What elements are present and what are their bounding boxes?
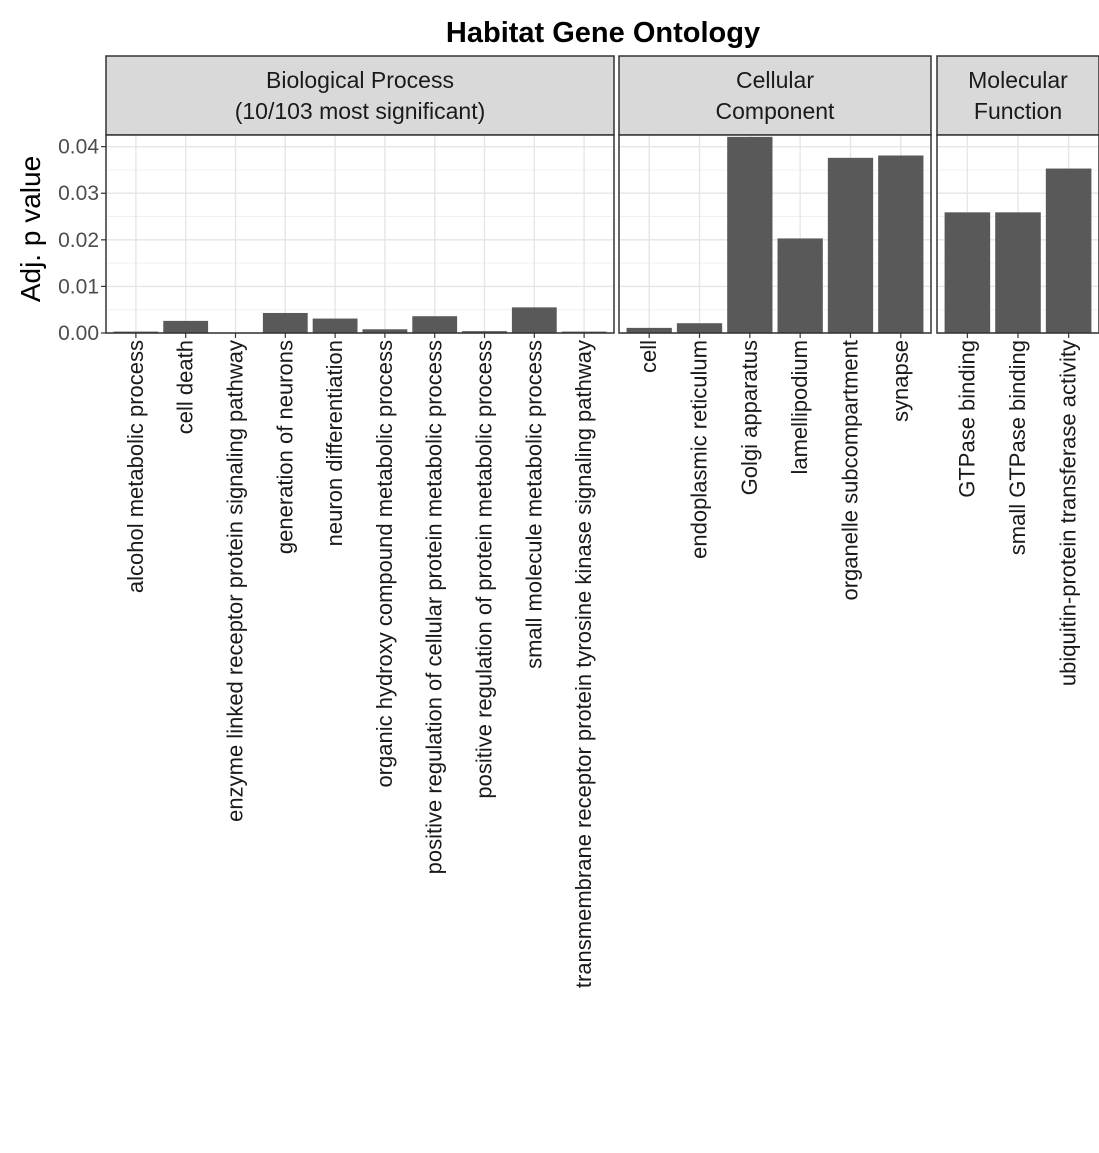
facet-strip-label-1-0: Cellular xyxy=(736,67,814,93)
bar-0-6 xyxy=(412,316,458,333)
bar-0-4 xyxy=(312,318,358,333)
panel-bg-0 xyxy=(106,135,614,333)
x-tick-label-0-3: generation of neurons xyxy=(272,340,297,554)
bar-0-5 xyxy=(362,329,408,333)
x-tick-label-0-7: positive regulation of protein metabolic… xyxy=(472,340,497,799)
facet-strip-label-2-0: Molecular xyxy=(968,67,1068,93)
bar-0-8 xyxy=(511,307,557,333)
x-tick-label-2-0: GTPase binding xyxy=(954,340,979,498)
bar-1-5 xyxy=(878,155,924,333)
bar-0-7 xyxy=(462,331,507,333)
x-tick-label-0-4: neuron differentiation xyxy=(322,340,347,546)
bar-0-3 xyxy=(262,312,308,333)
y-tick-label-0: 0.00 xyxy=(58,322,99,345)
y-tick-label-1: 0.01 xyxy=(58,275,99,298)
y-tick-label-3: 0.03 xyxy=(58,182,99,205)
x-tick-label-2-1: small GTPase binding xyxy=(1005,340,1030,555)
x-tick-label-0-0: alcohol metabolic process xyxy=(123,340,148,593)
y-tick-label-4: 0.04 xyxy=(58,136,99,159)
bar-2-0 xyxy=(944,212,991,333)
facet-strip-label-0-0: Biological Process xyxy=(266,67,454,93)
x-tick-label-0-1: cell death xyxy=(173,340,198,434)
bar-1-3 xyxy=(777,238,823,333)
facet-strip-1 xyxy=(618,55,932,136)
x-tick-label-1-2: Golgi apparatus xyxy=(737,340,762,495)
x-tick-label-1-4: organelle subcompartment xyxy=(837,340,862,600)
panel-border-0 xyxy=(105,134,615,334)
chart-title: Habitat Gene Ontology xyxy=(446,17,760,49)
panel-border-1 xyxy=(618,134,932,334)
bar-1-0 xyxy=(626,327,672,333)
x-tick-label-2-2: ubiquitin-protein transferase activity xyxy=(1056,340,1081,686)
facet-strip-label-2-1: Function xyxy=(974,98,1062,124)
bar-1-1 xyxy=(676,323,723,333)
x-tick-label-1-0: cell xyxy=(636,340,661,373)
facet-strip-0 xyxy=(105,55,615,136)
facet-strip-2 xyxy=(936,55,1099,136)
x-tick-label-0-8: small molecule metabolic process xyxy=(521,340,546,669)
y-tick-label-2: 0.02 xyxy=(58,229,99,252)
bar-0-1 xyxy=(163,320,209,333)
x-tick-label-1-1: endoplasmic reticulum xyxy=(687,340,712,559)
facet-strip-label-1-1: Component xyxy=(716,98,836,124)
x-tick-label-0-5: organic hydroxy compound metabolic proce… xyxy=(372,340,397,788)
x-tick-label-0-6: positive regulation of cellular protein … xyxy=(422,340,447,874)
y-axis-label: Adj. p value xyxy=(15,156,46,302)
facet-strip-label-0-1: (10/103 most significant) xyxy=(235,98,486,124)
x-tick-label-1-5: synapse xyxy=(888,340,913,422)
x-tick-label-0-9: transmembrane receptor protein tyrosine … xyxy=(571,340,596,988)
bar-1-4 xyxy=(827,157,874,333)
bar-2-1 xyxy=(995,212,1041,333)
x-tick-label-0-2: enzyme linked receptor protein signaling… xyxy=(222,340,247,822)
x-tick-label-1-3: lamellipodium xyxy=(787,340,812,475)
bar-1-2 xyxy=(727,136,773,333)
bar-2-2 xyxy=(1045,168,1092,333)
